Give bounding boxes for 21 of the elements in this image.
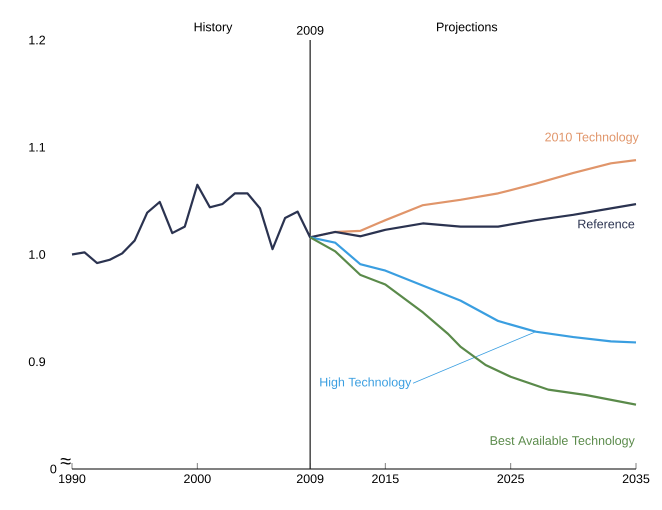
line-series [70, 184, 638, 264]
text: Best Available Technology [490, 436, 635, 448]
x-tick-label: 2015 [372, 474, 399, 484]
x-tick-label: 1990 [59, 474, 86, 484]
text: History [194, 22, 232, 34]
series-label: Reference [578, 219, 634, 228]
x-tick-label: 2025 [497, 474, 524, 484]
y-tick-label: 1.0 [29, 250, 46, 259]
y-tick-label: 1.2 [29, 36, 46, 44]
text: High Technology [320, 377, 412, 389]
text: 0 [50, 464, 56, 474]
y-tick-label: 1.1 [29, 142, 46, 152]
ref-line-label: 2009 [296, 26, 324, 35]
text: Projections [437, 22, 498, 34]
text: ≈ [60, 458, 71, 465]
line-series [309, 236, 638, 406]
x-tick-label: 2009 [296, 474, 324, 484]
x-tick-label: 2000 [184, 474, 211, 484]
series-label: 2010 Technology [545, 132, 639, 144]
x-tick-label: 2035 [622, 474, 650, 484]
y-tick-label: 0.9 [28, 357, 46, 366]
